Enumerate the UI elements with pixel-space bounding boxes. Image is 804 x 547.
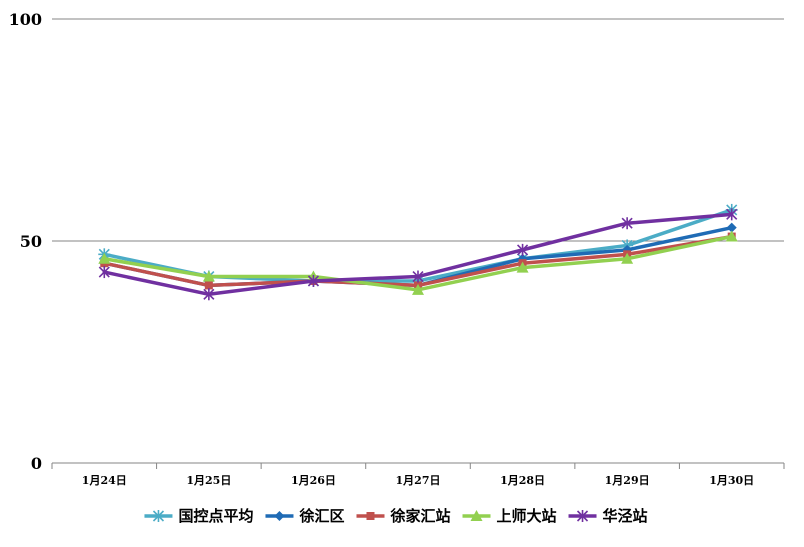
legend-label: 徐汇区 <box>298 507 344 525</box>
data-point <box>203 288 215 301</box>
legend-swatch-marker <box>366 512 375 520</box>
x-tick-label: 1月24日 <box>82 474 127 487</box>
x-tick-label: 1月30日 <box>709 474 754 487</box>
series-lines <box>98 203 738 301</box>
series-line <box>102 208 734 283</box>
data-point <box>98 252 111 264</box>
legend-item-5: 华泾站 <box>568 507 648 525</box>
legend-swatch-marker <box>152 510 165 522</box>
legend-swatch-marker <box>576 510 589 522</box>
data-point <box>726 208 738 221</box>
x-tick-label: 1月29日 <box>605 474 650 487</box>
data-point <box>412 283 424 295</box>
data-point <box>516 261 529 273</box>
y-tick-labels: 0 50 100 <box>9 10 42 473</box>
y-tick-label-50: 50 <box>20 232 42 251</box>
legend-swatch-marker <box>274 511 285 521</box>
data-point <box>726 222 737 233</box>
gridlines <box>52 18 784 242</box>
legend-label: 国控点平均 <box>178 507 253 525</box>
data-point <box>412 270 424 283</box>
data-point <box>204 281 213 290</box>
legend-label: 上师大站 <box>497 507 557 525</box>
legend-item-4: 上师大站 <box>462 507 557 525</box>
legend-label: 华泾站 <box>603 507 648 525</box>
data-point <box>621 252 634 264</box>
x-tick-labels: 1月24日 1月25日 1月26日 1月27日 1月28日 1月29日 1月30日 <box>82 474 754 487</box>
axes <box>51 462 785 469</box>
data-point <box>98 266 110 279</box>
data-point <box>202 270 215 282</box>
x-tick-label: 1月28日 <box>500 474 545 487</box>
x-tick-label: 1月27日 <box>396 474 441 487</box>
y-tick-label-0: 0 <box>31 454 42 473</box>
legend-swatch-marker <box>470 510 483 521</box>
x-tick-label: 1月25日 <box>186 474 231 487</box>
data-point <box>725 230 738 242</box>
legend-item-1: 国控点平均 <box>144 507 253 525</box>
data-point <box>517 243 529 256</box>
legend-item-3: 徐家汇站 <box>356 507 451 525</box>
legend: 国控点平均 徐汇区 徐家汇站 上师大站 华泾站 <box>144 507 648 525</box>
series-5 <box>98 208 738 301</box>
data-point <box>621 217 633 230</box>
data-point <box>307 274 319 287</box>
legend-label: 徐家汇站 <box>389 507 450 525</box>
y-tick-label-100: 100 <box>9 10 42 29</box>
x-tick-label: 1月26日 <box>291 474 336 487</box>
legend-item-2: 徐汇区 <box>265 507 344 525</box>
